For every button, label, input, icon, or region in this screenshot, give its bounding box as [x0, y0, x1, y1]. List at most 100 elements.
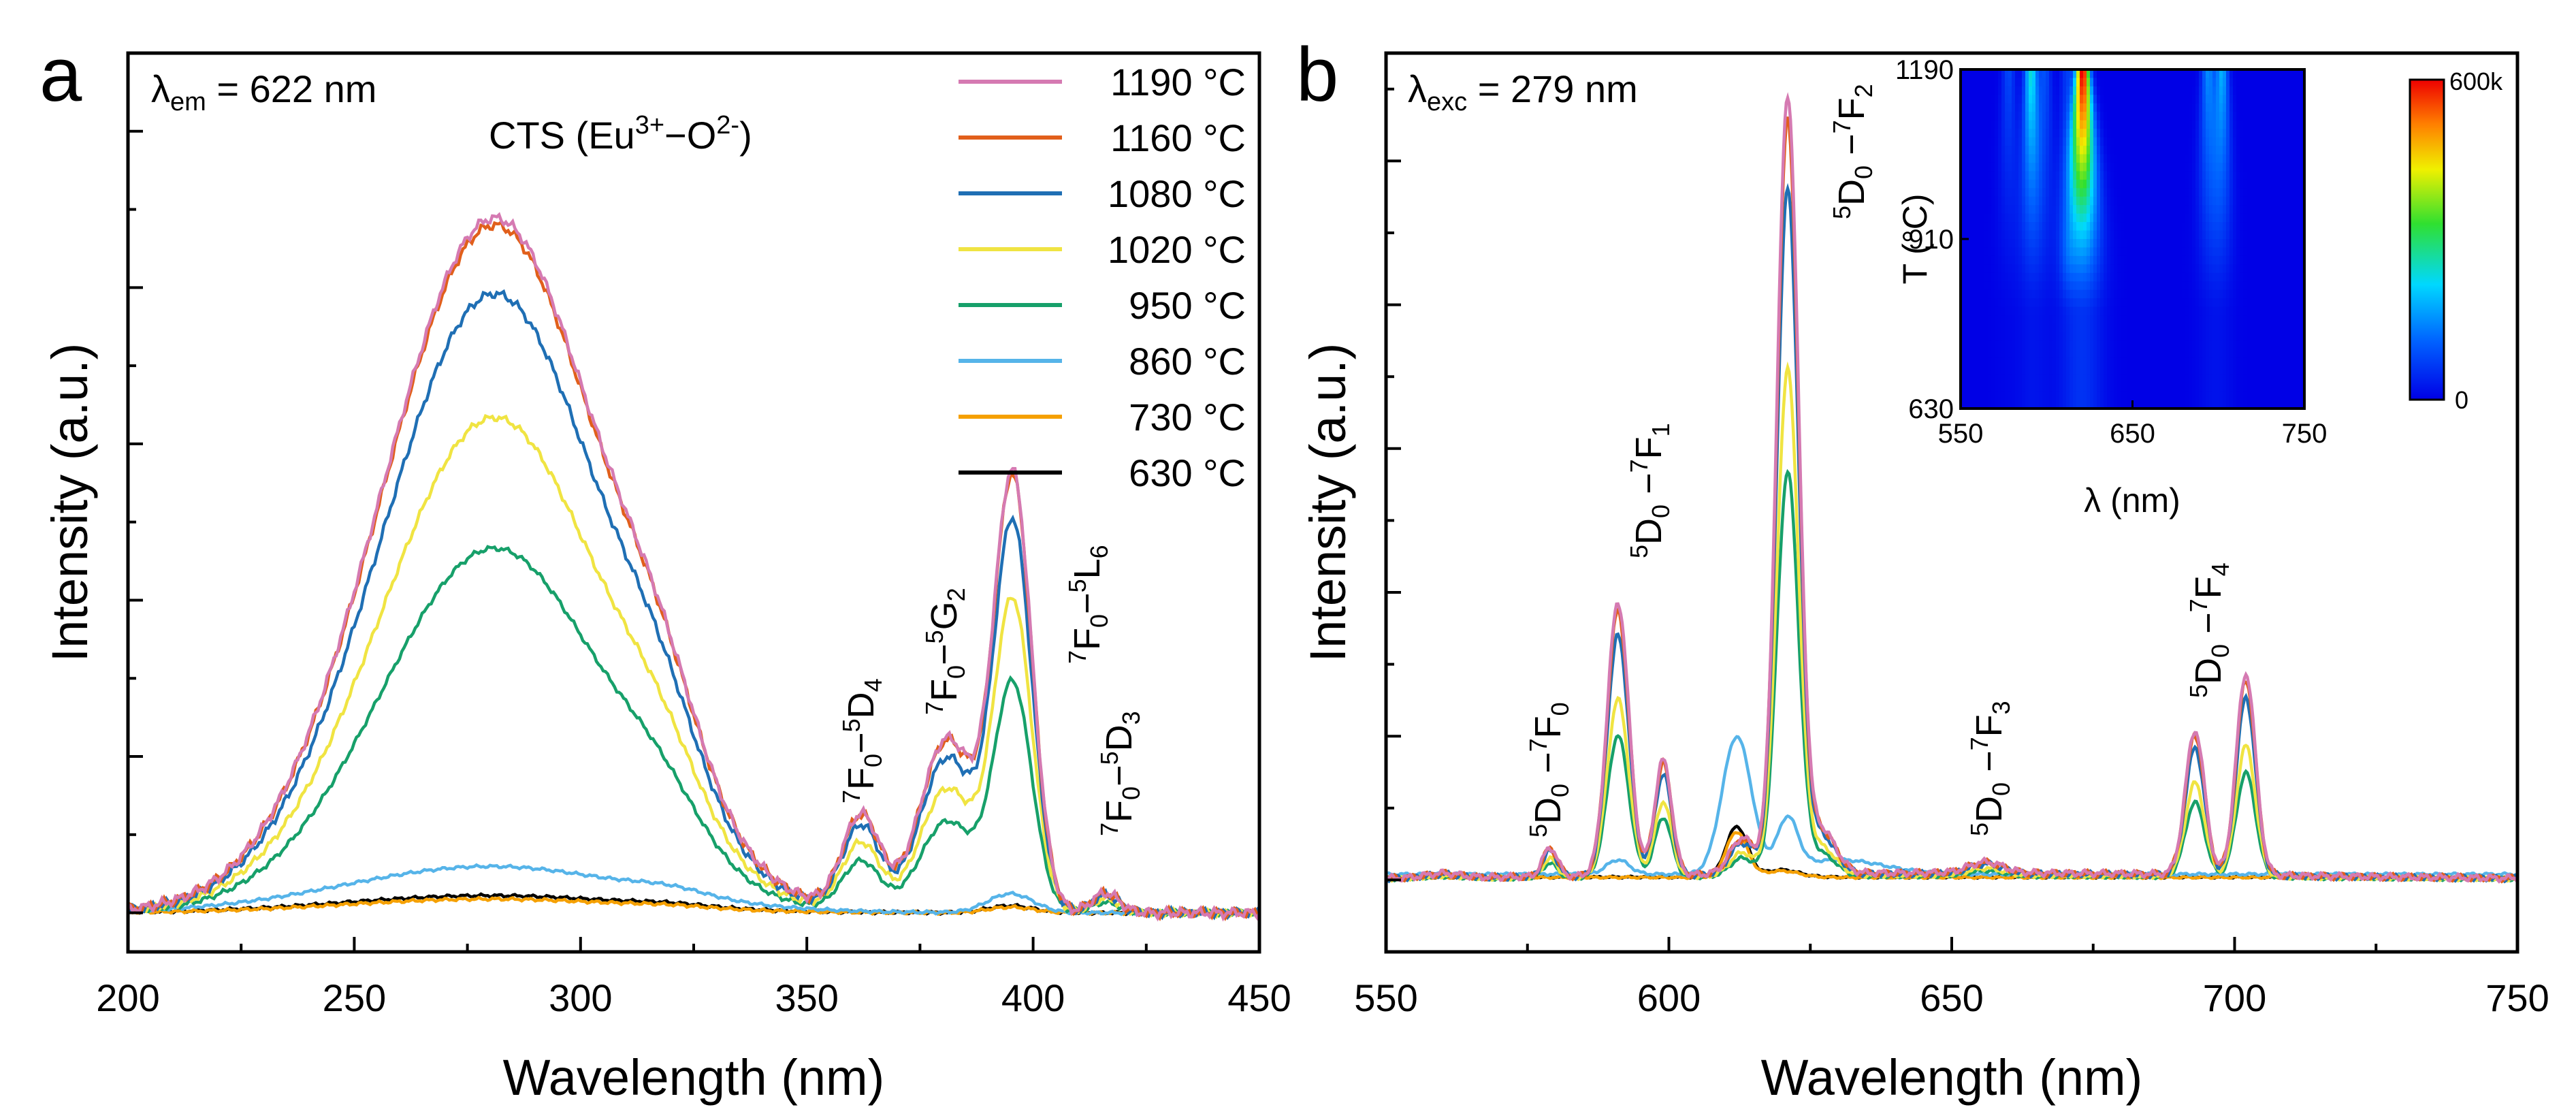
heatmap-cell — [1991, 298, 1995, 308]
heatmap-cell — [2274, 255, 2278, 265]
heatmap-cell — [2090, 255, 2094, 265]
heatmap-cell — [2277, 146, 2281, 155]
inset-y-tick-label: 630 — [1908, 394, 1954, 424]
heatmap-cell — [2093, 400, 2097, 409]
heatmap-cell — [2093, 349, 2097, 358]
heatmap-cell — [2172, 103, 2176, 112]
heatmap-cell — [2270, 95, 2274, 104]
heatmap-cell — [2298, 103, 2302, 112]
heatmap-cell — [2052, 188, 2057, 197]
heatmap-cell — [2270, 86, 2274, 95]
heatmap-cell — [2226, 162, 2230, 172]
heatmap-cell — [2066, 374, 2070, 384]
heatmap-cell — [2138, 137, 2142, 146]
heatmap-cell — [2056, 86, 2060, 95]
heatmap-cell — [2104, 392, 2108, 401]
heatmap-cell — [2277, 86, 2281, 95]
heatmap-cell — [2247, 112, 2251, 121]
heatmap-cell — [2046, 188, 2050, 197]
heatmap-cell — [2029, 306, 2033, 316]
heatmap-cell — [2274, 222, 2278, 231]
heatmap-cell — [2032, 366, 2036, 375]
heatmap-cell — [2182, 188, 2186, 197]
heatmap-cell — [1978, 340, 1982, 350]
heatmap-cell — [1961, 129, 1965, 138]
heatmap-cell — [1998, 95, 2002, 104]
heatmap-cell — [2059, 272, 2063, 282]
heatmap-cell — [2063, 323, 2067, 333]
heatmap-cell — [2168, 332, 2172, 341]
heatmap-cell — [2182, 78, 2186, 87]
heatmap-cell — [2018, 196, 2023, 206]
heatmap-cell — [2185, 298, 2189, 308]
heatmap-cell — [2270, 78, 2274, 87]
heatmap-cell — [2298, 383, 2302, 392]
heatmap-cell — [2087, 315, 2091, 325]
heatmap-cell — [2025, 171, 2029, 180]
heatmap-cell — [2046, 69, 2050, 79]
heatmap-cell — [2127, 129, 2131, 138]
heatmap-cell — [2250, 222, 2254, 231]
heatmap-cell — [2257, 374, 2261, 384]
heatmap-cell — [2151, 340, 2155, 350]
heatmap-cell — [2253, 230, 2257, 240]
heatmap-cell — [2141, 306, 2145, 316]
heatmap-cell — [2247, 332, 2251, 341]
heatmap-cell — [2134, 222, 2138, 231]
heatmap-cell — [2032, 383, 2036, 392]
panel-a-series — [126, 212, 1261, 922]
heatmap-cell — [2110, 162, 2114, 172]
heatmap-cell — [1974, 213, 1978, 223]
heatmap-cell — [1971, 392, 1975, 401]
heatmap-cell — [2168, 349, 2172, 358]
heatmap-cell — [2182, 289, 2186, 299]
heatmap-cell — [2076, 298, 2080, 308]
heatmap-cell — [2056, 366, 2060, 375]
heatmap-cell — [2141, 188, 2145, 197]
heatmap-cell — [2063, 281, 2067, 291]
heatmap-cell — [2172, 272, 2176, 282]
heatmap-cell — [2151, 264, 2155, 274]
heatmap-cell — [2158, 315, 2162, 325]
heatmap-cell — [2219, 306, 2223, 316]
heatmap-cell — [2189, 69, 2193, 79]
heatmap-cell — [2287, 162, 2291, 172]
heatmap-cell — [2291, 120, 2295, 129]
heatmap-cell — [2138, 357, 2142, 367]
heatmap-cell — [2178, 340, 2183, 350]
heatmap-cell — [1974, 154, 1978, 163]
heatmap-cell — [2073, 400, 2077, 409]
heatmap-cell — [1967, 78, 1971, 87]
heatmap-cell — [2012, 306, 2016, 316]
heatmap-cell — [2104, 340, 2108, 350]
heatmap-cell — [2250, 247, 2254, 257]
heatmap-cell — [1998, 146, 2002, 155]
heatmap-cell — [2199, 400, 2203, 409]
heatmap-cell — [2148, 289, 2152, 299]
heatmap-cell — [2247, 103, 2251, 112]
heatmap-cell — [2008, 137, 2012, 146]
heatmap-cell — [2124, 120, 2128, 129]
heatmap-cell — [2008, 188, 2012, 197]
heatmap-cell — [2277, 205, 2281, 214]
heatmap-cell — [2066, 349, 2070, 358]
heatmap-cell — [2052, 247, 2057, 257]
heatmap-cell — [2161, 349, 2166, 358]
heatmap-cell — [2134, 230, 2138, 240]
heatmap-cell — [2243, 103, 2247, 112]
heatmap-cell — [2226, 366, 2230, 375]
heatmap-cell — [2110, 272, 2114, 282]
heatmap-cell — [2298, 222, 2302, 231]
heatmap-cell — [2284, 230, 2288, 240]
heatmap-cell — [1984, 213, 1989, 223]
heatmap-cell — [2178, 129, 2183, 138]
heatmap-cell — [2226, 298, 2230, 308]
heatmap-cell — [2035, 247, 2040, 257]
heatmap-cell — [1964, 146, 1968, 155]
heatmap-cell — [1967, 120, 1971, 129]
heatmap-cell — [2267, 230, 2271, 240]
heatmap-cell — [2083, 171, 2087, 180]
panel-a-x-tick-label: 350 — [775, 976, 838, 1019]
heatmap-cell — [2270, 383, 2274, 392]
heatmap-cell — [2093, 323, 2097, 333]
